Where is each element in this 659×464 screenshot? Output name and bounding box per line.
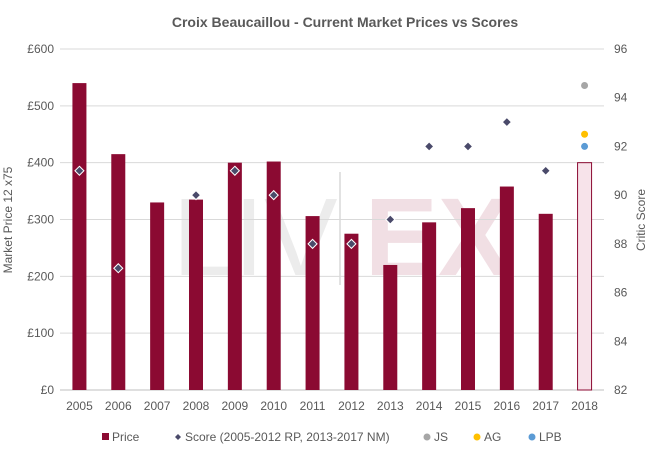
markers-layer <box>74 82 589 274</box>
x-tick-label: 2016 <box>494 399 521 413</box>
legend-marker-circle <box>423 433 431 441</box>
score-diamond <box>229 165 241 176</box>
y2-tick-label: 82 <box>614 383 628 397</box>
y2-tick-label: 90 <box>614 188 628 202</box>
grid-layer <box>60 48 604 391</box>
score-diamond <box>423 141 435 152</box>
price-bar <box>538 213 553 390</box>
x-tick-label: 2005 <box>66 399 93 413</box>
legend-label: Score (2005-2012 RP, 2013-2017 NM) <box>185 430 390 444</box>
ag-score-dot <box>581 130 589 138</box>
score-diamond <box>501 116 513 128</box>
x-tick-label: 2013 <box>377 399 404 413</box>
y-tick-label: £400 <box>27 156 54 170</box>
y-axis-title: Market Price 12 x75 <box>1 166 15 273</box>
x-tick-label: 2008 <box>183 399 210 413</box>
price-bar <box>461 208 475 390</box>
score-diamond <box>113 263 124 274</box>
score-diamond <box>74 165 85 176</box>
legend-label: Price <box>112 430 140 444</box>
x-tick-label: 2011 <box>300 399 326 413</box>
x-tick-label: 2006 <box>105 399 132 413</box>
score-diamond <box>307 238 318 250</box>
price-bar <box>227 162 242 390</box>
price-bar <box>499 186 514 390</box>
price-bar <box>422 222 437 390</box>
bars-layer <box>72 83 593 391</box>
legend-label: LPB <box>539 430 562 444</box>
x-tick-label: 2009 <box>222 399 249 413</box>
legend-layer: Price Score (2005-2012 RP, 2013-2017 NM) J… <box>102 430 562 444</box>
score-diamond <box>346 238 357 250</box>
y-tick-label: £200 <box>27 269 54 283</box>
y-tick-label: £300 <box>27 213 54 227</box>
x-tick-label: 2010 <box>260 399 287 413</box>
x-tick-label: 2007 <box>144 399 171 413</box>
price-bar <box>344 233 359 390</box>
price-bar <box>72 83 87 390</box>
js-score-dot <box>581 82 589 90</box>
price-bar <box>266 161 281 390</box>
legend-marker-diamond <box>175 434 181 440</box>
legend-marker-circle <box>473 433 481 441</box>
legend-marker-square <box>102 433 109 440</box>
watermark-layer: LIV EX <box>172 172 511 299</box>
price-bar <box>189 199 203 390</box>
x-tick-label: 2012 <box>338 399 365 413</box>
price-bar <box>383 264 398 390</box>
score-diamond <box>540 165 551 176</box>
chart-title: Croix Beaucaillou - Current Market Price… <box>172 14 518 30</box>
x-tick-label: 2015 <box>455 399 482 413</box>
score-diamond <box>385 214 396 225</box>
lpb-score-dot <box>581 142 589 150</box>
x-tick-label: 2018 <box>571 399 598 413</box>
price-bar <box>150 202 165 390</box>
y2-tick-label: 94 <box>614 91 628 105</box>
y2-tick-label: 84 <box>614 334 628 348</box>
y2-tick-label: 86 <box>614 286 628 300</box>
x-tick-label: 2017 <box>532 399 559 413</box>
score-diamond <box>268 189 279 201</box>
y-tick-label: £500 <box>27 99 54 113</box>
y2-tick-label: 92 <box>614 139 628 153</box>
x-tick-label: 2014 <box>416 399 443 413</box>
legend-label: JS <box>434 430 448 444</box>
y2-axis-title: Critic Score <box>634 189 648 251</box>
score-diamond <box>190 189 202 201</box>
legend-label: AG <box>484 430 501 444</box>
y2-tick-label: 88 <box>614 237 628 251</box>
y-tick-label: £600 <box>27 42 54 56</box>
price-bar-2018 <box>577 162 593 391</box>
price-bar <box>305 216 320 390</box>
y-tick-label: £0 <box>41 383 55 397</box>
y-tick-label: £100 <box>27 326 54 340</box>
score-diamond <box>462 141 474 152</box>
axes-layer: £0 £100 £200 £300 £400 £500 £600 82 84 86 88 90 92 94… <box>27 42 627 413</box>
legend-marker-circle <box>528 433 536 441</box>
y2-tick-label: 96 <box>614 42 628 56</box>
